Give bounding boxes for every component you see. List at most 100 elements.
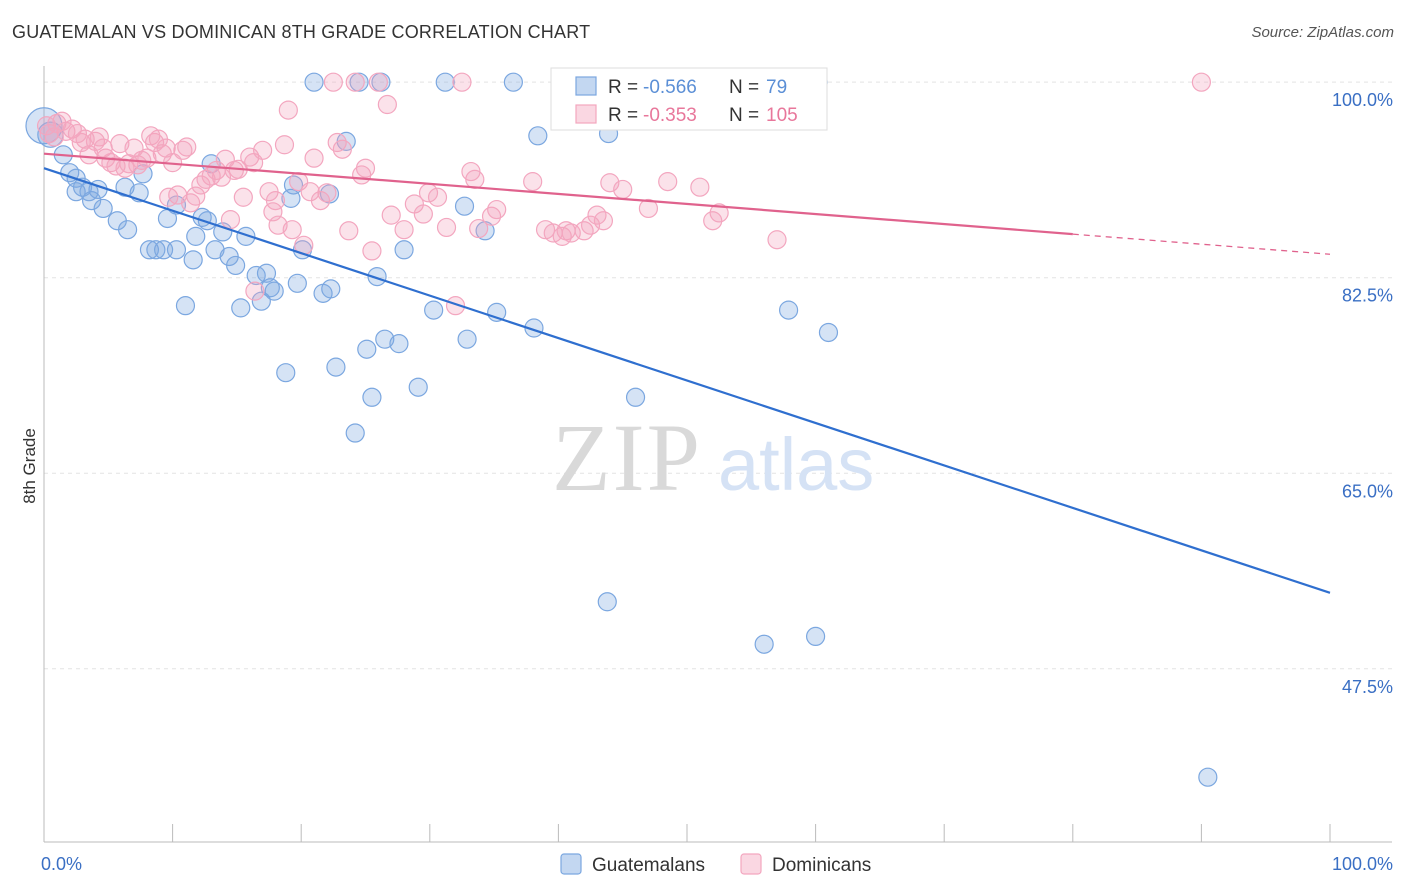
point-0-44 <box>304 72 324 92</box>
point-1-81 <box>452 72 472 92</box>
point-0-17 <box>146 240 166 260</box>
watermark: ZIP atlas <box>552 404 874 511</box>
point-1-12 <box>89 127 109 147</box>
y-tick-label-1: 82.5% <box>1342 286 1393 306</box>
chart-title: GUATEMALAN VS DOMINICAN 8TH GRADE CORREL… <box>12 22 591 42</box>
point-0-31 <box>226 255 246 276</box>
stats-n-label-0: N = <box>729 77 759 98</box>
stats-swatch-0 <box>575 76 597 96</box>
point-0-38 <box>264 281 284 301</box>
point-1-103 <box>709 203 729 223</box>
watermark-zip: ZIP <box>552 404 702 511</box>
stats-legend: R = -0.566 N = 79 R = -0.353 N = 105 <box>550 67 828 131</box>
point-0-35 <box>251 291 271 311</box>
point-1-100 <box>658 172 678 192</box>
x-tick-label-1: 100.0% <box>1332 854 1393 874</box>
point-0-60 <box>424 300 444 320</box>
point-1-33 <box>177 137 197 157</box>
stats-r-value-0: -0.566 <box>643 77 697 98</box>
point-0-68 <box>528 126 548 146</box>
stats-n-label-1: N = <box>729 105 759 126</box>
point-0-23 <box>183 250 203 270</box>
stats-n-value-0: 79 <box>766 77 787 98</box>
stats-r-value-1: -0.353 <box>643 105 697 126</box>
point-1-86 <box>487 199 507 220</box>
point-1-62 <box>317 183 337 203</box>
point-1-71 <box>368 72 388 92</box>
point-0-53 <box>362 387 382 407</box>
point-1-61 <box>310 191 331 211</box>
point-1-72 <box>377 94 397 115</box>
point-0-13 <box>115 177 135 197</box>
trend-line-dashed-1 <box>1072 233 1331 255</box>
point-1-1 <box>39 123 59 144</box>
point-0-39 <box>276 363 296 383</box>
point-1-17 <box>110 134 130 154</box>
point-1-49 <box>253 140 273 160</box>
stats-r-label-1: R = <box>608 105 638 126</box>
series-legend: Guatemalans Dominicans <box>560 853 871 876</box>
point-0-33 <box>236 226 256 246</box>
point-1-4 <box>52 111 72 131</box>
point-1-48 <box>245 281 265 301</box>
stats-swatch-1 <box>575 104 597 124</box>
point-0-73 <box>754 634 774 654</box>
point-0-47 <box>321 279 341 299</box>
y-tick-label-0: 100.0% <box>1332 90 1393 110</box>
point-1-66 <box>339 221 359 241</box>
point-1-99 <box>638 198 659 219</box>
point-0-74 <box>778 300 799 320</box>
point-1-56 <box>282 220 302 240</box>
point-0-69 <box>597 592 617 612</box>
point-0-24 <box>186 226 206 246</box>
trend-lines <box>43 152 1331 594</box>
point-0-66 <box>503 72 523 92</box>
point-0-62 <box>454 196 475 216</box>
point-1-74 <box>394 220 414 240</box>
point-0-42 <box>287 273 307 293</box>
watermark-atlas: atlas <box>718 423 874 506</box>
y-axis-label: 8th Grade <box>20 428 39 504</box>
legend-swatch-0 <box>560 853 582 875</box>
point-1-70 <box>362 241 382 261</box>
point-1-102 <box>703 211 723 231</box>
point-0-52 <box>357 339 377 359</box>
point-0-32 <box>231 298 251 318</box>
point-1-55 <box>278 100 298 120</box>
point-1-79 <box>436 217 457 238</box>
point-1-63 <box>323 72 343 92</box>
point-0-61 <box>435 72 455 92</box>
point-0-41 <box>283 175 304 195</box>
point-0-63 <box>457 329 477 349</box>
stats-n-value-1: 105 <box>766 105 798 126</box>
point-1-35 <box>186 186 206 206</box>
point-0-71 <box>625 387 646 407</box>
point-0-9 <box>81 191 102 211</box>
x-tick-label-0: 0.0% <box>41 854 82 874</box>
point-1-53 <box>268 215 288 235</box>
y-tick-label-3: 47.5% <box>1342 677 1393 697</box>
tick-labels: 100.0% 82.5% 65.0% 47.5% 0.0% 100.0% <box>41 90 1393 874</box>
point-1-54 <box>274 135 295 155</box>
y-tick-label-2: 65.0% <box>1342 481 1393 501</box>
point-1-98 <box>613 179 633 200</box>
point-1-101 <box>690 177 710 197</box>
point-1-80 <box>445 296 466 316</box>
point-0-75 <box>805 626 826 647</box>
point-0-22 <box>175 296 196 316</box>
point-1-65 <box>332 139 352 159</box>
point-0-57 <box>389 334 409 354</box>
point-0-36 <box>256 263 277 283</box>
point-1-42 <box>220 210 241 230</box>
point-1-69 <box>355 158 376 178</box>
point-0-56 <box>375 329 395 349</box>
point-1-73 <box>381 205 401 225</box>
point-0-54 <box>367 267 387 287</box>
point-0-26 <box>197 211 217 231</box>
point-1-52 <box>265 191 286 211</box>
trend-line-1 <box>43 152 1073 236</box>
point-0-58 <box>394 240 414 260</box>
legend-label-0: Guatemalans <box>592 855 705 876</box>
axes <box>43 66 1392 843</box>
point-1-83 <box>465 169 485 189</box>
